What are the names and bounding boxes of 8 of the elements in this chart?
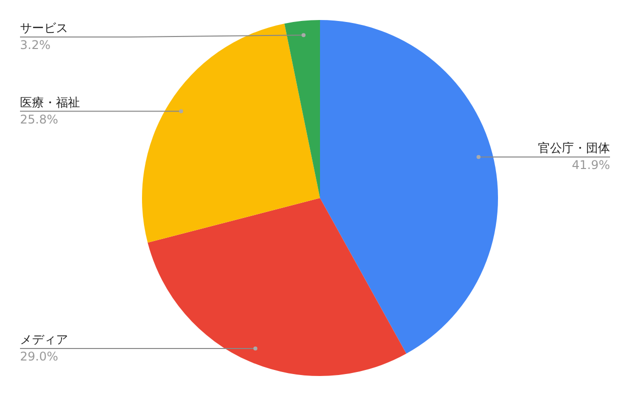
slice-label: メディア (20, 332, 68, 347)
data-label: 41.9% (572, 158, 610, 172)
data-label: 25.8% (20, 112, 58, 126)
slice-label: サービス (20, 21, 68, 36)
slice-label: 医療・福祉 (20, 95, 80, 110)
data-label: 29.0% (20, 350, 58, 364)
slice-label: 官公庁・団体 (538, 141, 610, 156)
data-label: 3.2% (20, 38, 50, 52)
